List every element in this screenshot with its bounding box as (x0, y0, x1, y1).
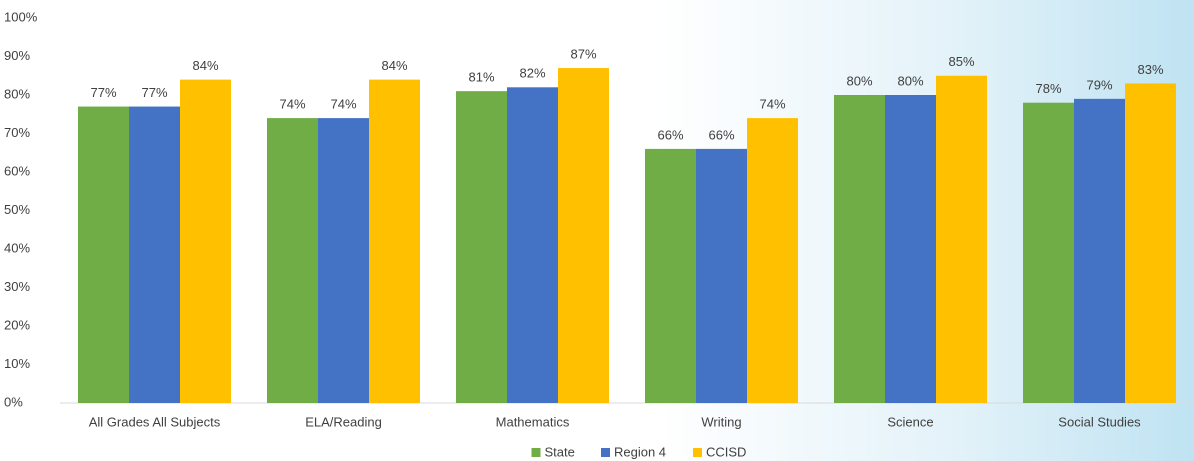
y-tick-label: 10% (4, 356, 30, 371)
bar (936, 75, 987, 403)
bar (834, 95, 885, 403)
data-label: 74% (759, 97, 785, 112)
y-tick-label: 40% (4, 240, 30, 255)
bar (318, 118, 369, 403)
data-label: 80% (846, 73, 872, 88)
data-label: 87% (570, 46, 596, 61)
data-label: 78% (1035, 81, 1061, 96)
data-label: 77% (90, 85, 116, 100)
bar (369, 79, 420, 403)
y-tick-label: 20% (4, 317, 30, 332)
legend-label: Region 4 (614, 444, 666, 459)
bar (747, 118, 798, 403)
bar (645, 148, 696, 403)
bar (696, 148, 747, 403)
data-label: 66% (708, 127, 734, 142)
legend-swatch (531, 448, 541, 457)
y-tick-label: 100% (4, 9, 38, 24)
data-label: 77% (141, 85, 167, 100)
y-tick-label: 30% (4, 279, 30, 294)
x-tick-label: Social Studies (1058, 414, 1141, 429)
x-tick-label: Mathematics (496, 414, 570, 429)
data-label: 84% (381, 58, 407, 73)
legend-label: CCISD (706, 444, 746, 459)
y-tick-label: 90% (4, 48, 30, 63)
bar (1023, 102, 1074, 403)
x-tick-label: Writing (701, 414, 741, 429)
legend-label: State (545, 444, 575, 459)
x-tick-label: All Grades All Subjects (89, 414, 221, 429)
y-tick-label: 50% (4, 202, 30, 217)
legend-swatch (601, 448, 610, 457)
data-label: 85% (948, 54, 974, 69)
data-label: 81% (468, 70, 494, 85)
bar (180, 79, 231, 403)
y-tick-label: 60% (4, 163, 30, 178)
data-label: 80% (897, 73, 923, 88)
data-label: 66% (657, 127, 683, 142)
data-label: 82% (519, 66, 545, 81)
bar (1074, 98, 1125, 403)
y-tick-label: 70% (4, 125, 30, 140)
legend-swatch (693, 448, 702, 457)
data-label: 79% (1086, 77, 1112, 92)
bar (1125, 83, 1176, 403)
x-tick-label: Science (887, 414, 933, 429)
x-tick-label: ELA/Reading (305, 414, 382, 429)
bar (558, 68, 609, 404)
bar (456, 91, 507, 404)
bar (885, 95, 936, 403)
data-label: 74% (279, 97, 305, 112)
y-tick-label: 0% (4, 394, 23, 409)
bar (507, 87, 558, 404)
bar (267, 118, 318, 403)
data-label: 83% (1137, 62, 1163, 77)
bar (78, 106, 129, 404)
bar (129, 106, 180, 404)
data-label: 74% (330, 97, 356, 112)
y-tick-label: 80% (4, 86, 30, 101)
data-label: 84% (192, 58, 218, 73)
